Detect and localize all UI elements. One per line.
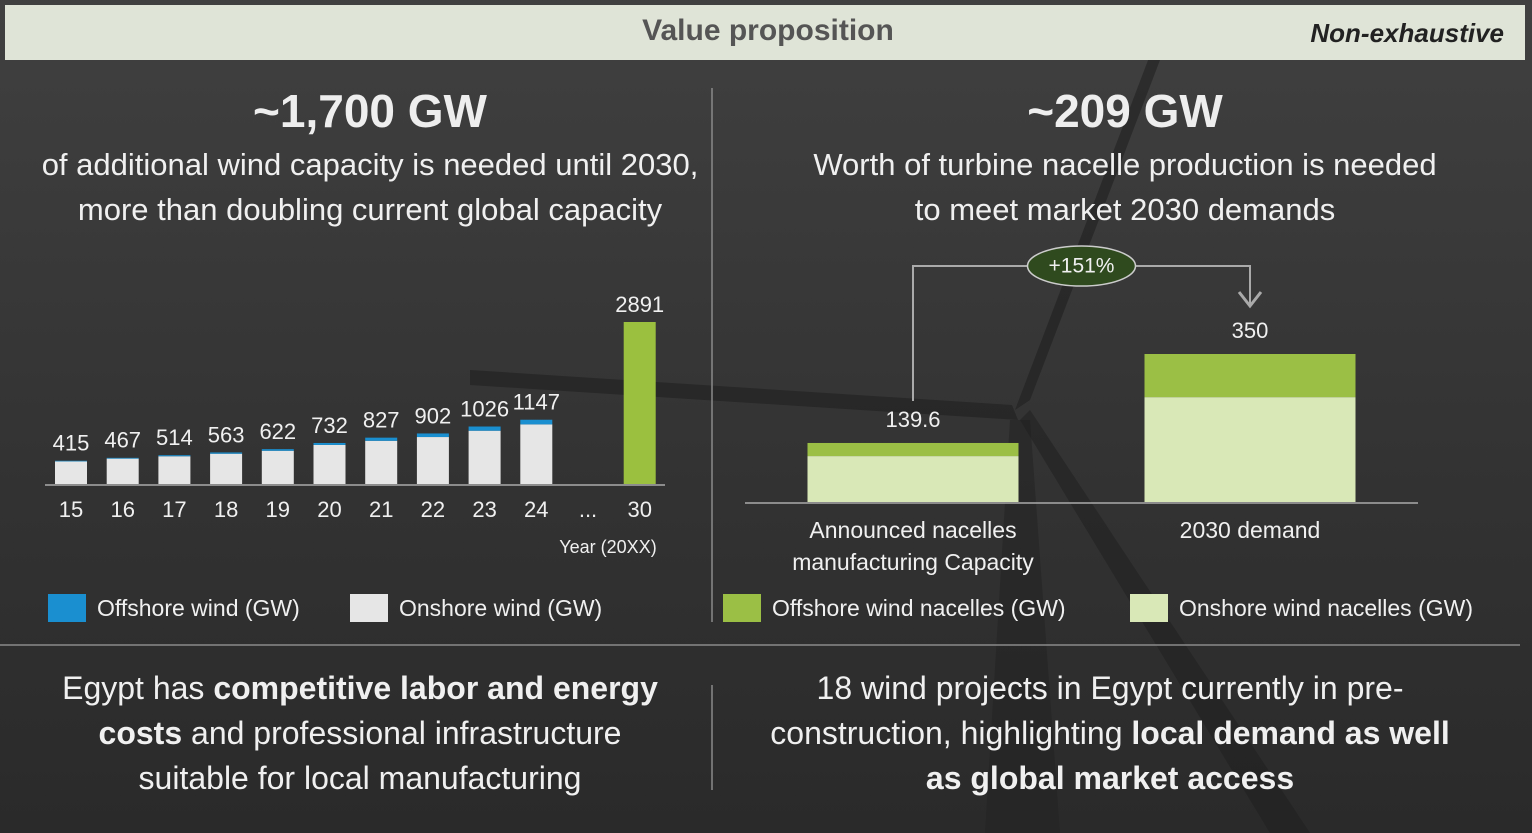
description: Worth of turbine nacelle production is n…: [813, 147, 1437, 227]
x-tick-label: 23: [472, 497, 496, 522]
data-label: 827: [363, 407, 400, 432]
x-tick-label: 20: [317, 497, 341, 522]
bar-segment: [520, 419, 553, 425]
header-title: Value proposition: [642, 14, 894, 47]
bottom-left-text: Egypt has competitive labor and energy c…: [40, 666, 680, 801]
bar-segment: [807, 456, 1019, 502]
bar-segment: [416, 437, 449, 484]
bar-segment: [158, 455, 191, 457]
x-tick-label: 19: [266, 497, 290, 522]
bar-segment: [520, 424, 553, 484]
bar-segment: [261, 450, 294, 484]
bold-text: competitive labor and energy costs: [98, 670, 658, 751]
bar-segment: [313, 442, 346, 445]
legend-swatch: [723, 594, 761, 622]
description: of additional wind capacity is needed un…: [41, 147, 699, 227]
data-label: 563: [208, 422, 245, 447]
annotation-bubble: [1026, 245, 1137, 287]
data-label: 622: [259, 419, 296, 444]
x-tick-label: 2030 demand: [1179, 517, 1321, 543]
bar-segment: [807, 442, 1019, 457]
data-label: 467: [104, 428, 141, 453]
x-tick-label: ...: [579, 497, 597, 522]
bar-segment: [55, 460, 87, 462]
x-axis-label: Year (20XX): [559, 537, 656, 557]
data-label: 732: [311, 413, 348, 438]
data-label: 1147: [513, 390, 560, 415]
header-bar: [5, 5, 1525, 60]
arrow-head: [1237, 291, 1263, 309]
x-tick-label: 18: [214, 497, 238, 522]
data-label: 139.6: [885, 407, 940, 432]
legend-swatch: [1130, 594, 1168, 622]
x-tick-label: 17: [162, 497, 186, 522]
x-tick-label: 15: [59, 497, 83, 522]
bar-segment: [1144, 397, 1356, 502]
bottom-right-text: 18 wind projects in Egypt currently in p…: [770, 666, 1450, 801]
x-tick-label: 16: [110, 497, 134, 522]
bar-segment: [210, 452, 243, 454]
bar-segment: [106, 457, 139, 459]
annotation: +151%: [1049, 255, 1115, 278]
header-note: Non-exhaustive: [1310, 18, 1504, 48]
turbine-blade: [470, 370, 1018, 420]
bar-segment: [210, 453, 243, 484]
bar-segment: [468, 430, 501, 484]
turbine-blade: [1015, 55, 1160, 410]
data-label: 415: [53, 431, 90, 456]
legend-swatch: [350, 594, 388, 622]
bar: [623, 322, 656, 484]
x-tick-label: 30: [627, 497, 651, 522]
bar-segment: [313, 444, 346, 484]
data-label: 2891: [615, 292, 664, 317]
data-label: 350: [1232, 318, 1269, 343]
legend-label: Onshore wind nacelles (GW): [1179, 595, 1473, 621]
data-label: 1026: [460, 396, 509, 421]
turbine-tower: [985, 420, 1060, 833]
text: Egypt has: [62, 670, 214, 706]
bar-segment: [158, 456, 191, 484]
text: and professional infrastructure suitable…: [138, 715, 622, 796]
x-tick-label: 21: [369, 497, 393, 522]
legend-swatch: [48, 594, 86, 622]
data-label: 514: [156, 425, 193, 450]
bar-segment: [261, 449, 294, 451]
legend-label: Offshore wind nacelles (GW): [772, 595, 1066, 621]
legend-label: Offshore wind (GW): [97, 595, 300, 621]
bar-segment: [1144, 354, 1356, 398]
bold-text: local demand as well as global market ac…: [925, 715, 1450, 796]
x-tick-label: Announced nacelles manufacturing Capacit…: [792, 517, 1034, 575]
x-tick-label: 24: [524, 497, 548, 522]
x-tick-label: 22: [421, 497, 445, 522]
data-label: 902: [415, 403, 452, 428]
text: 18 wind projects in Egypt currently in p…: [770, 670, 1404, 751]
bar-segment: [365, 440, 398, 484]
bar-segment: [106, 458, 139, 484]
headline: ~1,700 GW: [253, 85, 487, 137]
legend-label: Onshore wind (GW): [399, 595, 602, 621]
bar-segment: [416, 433, 449, 438]
bar-segment: [468, 426, 501, 431]
headline: ~209 GW: [1027, 85, 1223, 137]
bar-segment: [55, 461, 87, 484]
bar-segment: [365, 437, 398, 441]
